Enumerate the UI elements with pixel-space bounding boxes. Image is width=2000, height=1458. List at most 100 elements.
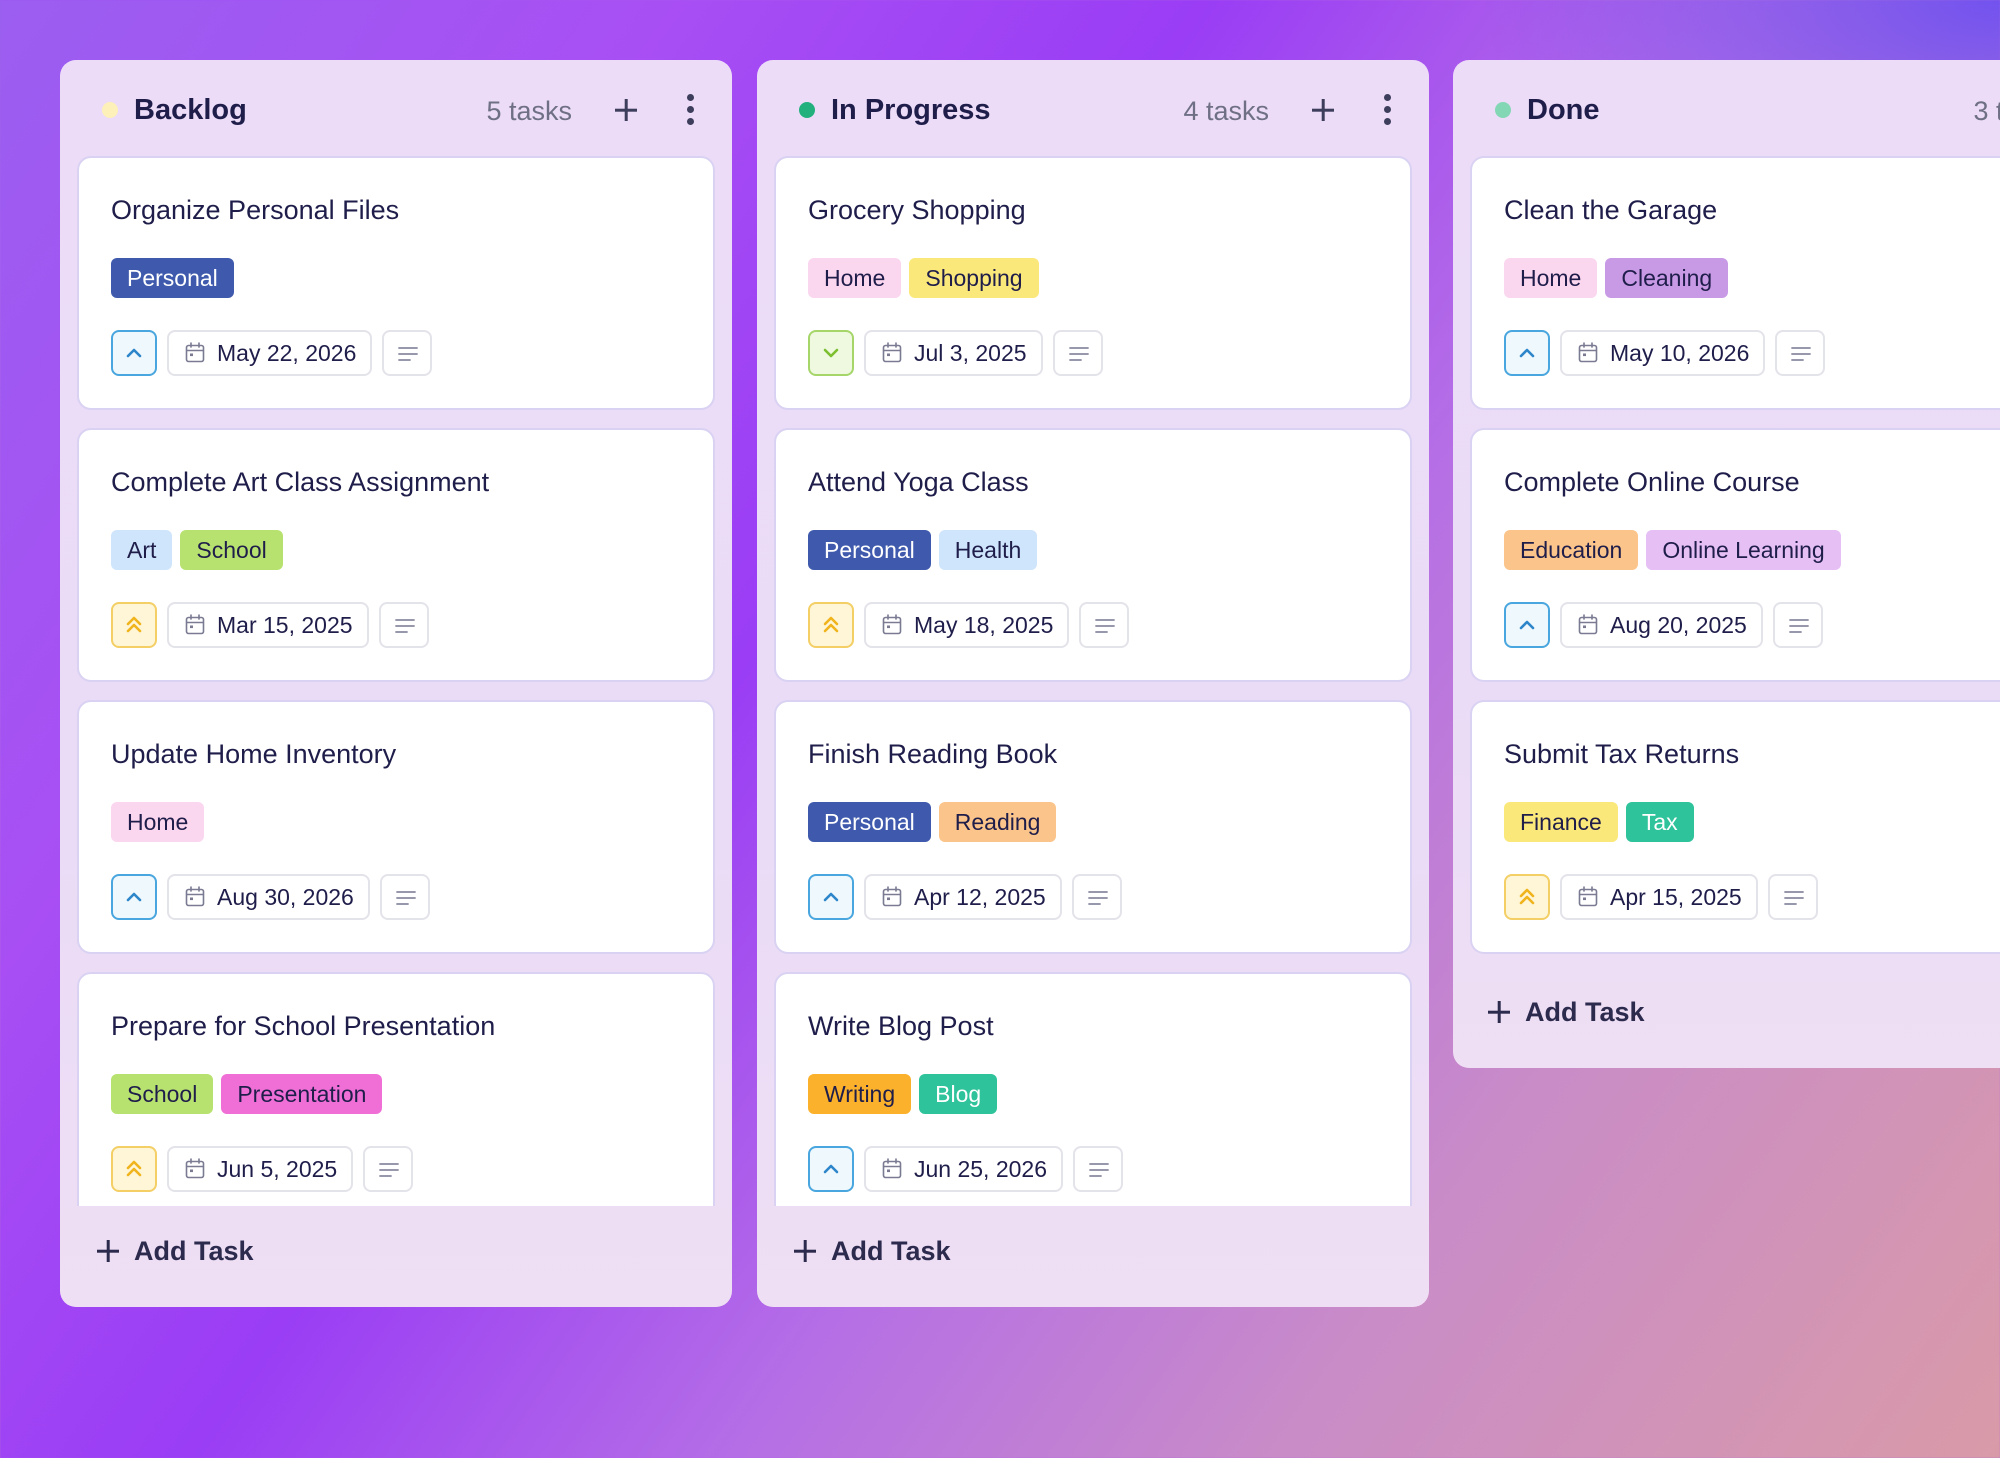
tag-list: Education Online Learning (1504, 530, 1841, 570)
status-dot (102, 102, 118, 118)
tag-list: Home Shopping (808, 258, 1039, 298)
add-card-icon-button[interactable] (606, 88, 646, 132)
description-icon[interactable] (382, 330, 433, 376)
tag-badge[interactable]: Presentation (221, 1074, 383, 1114)
task-card[interactable]: Attend Yoga Class Personal Health May 18, 2… (774, 428, 1412, 682)
tag-badge[interactable]: Home (808, 258, 902, 298)
due-date-button[interactable]: Jun 25, 2026 (864, 1146, 1064, 1192)
tag-badge[interactable]: School (180, 530, 283, 570)
status-dot (799, 102, 815, 118)
double-chevron-up-icon[interactable] (111, 602, 157, 648)
chevron-up-icon[interactable] (111, 874, 157, 920)
tag-badge[interactable]: Tax (1625, 802, 1694, 842)
more-options-icon[interactable] (678, 88, 702, 132)
chevron-up-icon[interactable] (1504, 602, 1550, 648)
add-task-button[interactable]: Add Task (1487, 987, 1645, 1037)
tag-badge[interactable]: Personal (111, 258, 234, 298)
tag-list: School Presentation (111, 1074, 383, 1114)
due-date-button[interactable]: May 10, 2026 (1560, 330, 1766, 376)
task-card[interactable]: Complete Online Course Education Online Le… (1470, 428, 2000, 682)
due-date-button[interactable]: Jun 5, 2025 (167, 1146, 354, 1192)
due-date-button[interactable]: Jul 3, 2025 (864, 330, 1043, 376)
description-icon[interactable] (379, 874, 430, 920)
tag-list: Home (111, 802, 205, 842)
task-card[interactable]: Submit Tax Returns Finance Tax Apr 15, 2025 (1470, 700, 2000, 954)
card-list[interactable]: Clean the Garage Home Cleaning May 10, 2026… (1470, 156, 2000, 956)
task-card[interactable]: Update Home Inventory Home Aug 30, 2026 (77, 700, 715, 954)
task-title: Clean the Garage (1504, 195, 1718, 225)
description-icon[interactable] (363, 1146, 414, 1192)
column-header: Backlog 5 tasks (60, 60, 732, 156)
add-task-label: Add Task (1525, 996, 1645, 1027)
description-icon[interactable] (1073, 1146, 1124, 1192)
task-card[interactable]: Finish Reading Book Personal Reading Apr 12… (774, 700, 1412, 954)
tag-list: Art School (111, 530, 283, 570)
tag-badge[interactable]: Shopping (909, 258, 1039, 298)
tag-list: Personal (111, 258, 234, 298)
due-date-button[interactable]: Mar 15, 2025 (167, 602, 369, 648)
add-task-button[interactable]: Add Task (96, 1226, 254, 1276)
calendar-icon (1578, 614, 1598, 636)
calendar-icon (882, 614, 902, 636)
tag-badge[interactable]: Personal (808, 802, 931, 842)
task-count: 4 tasks (1183, 96, 1269, 126)
card-meta: May 18, 2025 (808, 602, 1130, 648)
double-chevron-up-icon[interactable] (111, 1146, 157, 1192)
description-icon[interactable] (1772, 602, 1823, 648)
description-icon[interactable] (1071, 874, 1122, 920)
plus-icon (793, 1239, 817, 1263)
column-title: Backlog (134, 94, 247, 126)
add-task-button[interactable]: Add Task (793, 1226, 951, 1276)
double-chevron-up-icon[interactable] (808, 602, 854, 648)
tag-badge[interactable]: Cleaning (1605, 258, 1729, 298)
due-date: Mar 15, 2025 (217, 611, 353, 638)
due-date: May 22, 2026 (217, 339, 357, 366)
task-card[interactable]: Complete Art Class Assignment Art School Ma… (77, 428, 715, 682)
tag-badge[interactable]: Online Learning (1646, 530, 1841, 570)
tag-badge[interactable]: Writing (808, 1074, 912, 1114)
due-date-button[interactable]: May 22, 2026 (167, 330, 373, 376)
tag-badge[interactable]: Finance (1504, 802, 1618, 842)
chevron-up-icon[interactable] (808, 1146, 854, 1192)
due-date-button[interactable]: May 18, 2025 (864, 602, 1070, 648)
card-list[interactable]: Organize Personal Files Personal May 22, 2… (77, 156, 715, 1206)
tag-badge[interactable]: Personal (808, 530, 931, 570)
due-date-button[interactable]: Apr 15, 2025 (1560, 874, 1758, 920)
task-card[interactable]: Write Blog Post Writing Blog Jun 25, 2026 (774, 972, 1412, 1206)
chevron-down-icon[interactable] (808, 330, 854, 376)
tag-badge[interactable]: Home (1504, 258, 1598, 298)
description-icon[interactable] (1775, 330, 1826, 376)
due-date-button[interactable]: Apr 12, 2025 (864, 874, 1062, 920)
calendar-icon (185, 1158, 205, 1180)
tag-badge[interactable]: Art (111, 530, 173, 570)
due-date-button[interactable]: Aug 30, 2026 (167, 874, 370, 920)
chevron-up-icon[interactable] (111, 330, 157, 376)
task-title: Complete Online Course (1504, 467, 1800, 497)
chevron-up-icon[interactable] (1504, 330, 1550, 376)
task-title: Complete Art Class Assignment (111, 467, 490, 497)
more-options-icon[interactable] (1375, 88, 1399, 132)
tag-badge[interactable]: Home (111, 802, 205, 842)
task-card[interactable]: Organize Personal Files Personal May 22, 2… (77, 156, 715, 410)
due-date: Aug 30, 2026 (217, 883, 354, 910)
tag-badge[interactable]: School (111, 1074, 214, 1114)
task-card[interactable]: Grocery Shopping Home Shopping Jul 3, 2025 (774, 156, 1412, 410)
due-date-button[interactable]: Aug 20, 2025 (1560, 602, 1763, 648)
task-card[interactable]: Prepare for School Presentation School Pre… (77, 972, 715, 1206)
column-header: In Progress 4 tasks (757, 60, 1429, 156)
tag-badge[interactable]: Health (938, 530, 1038, 570)
double-chevron-up-icon[interactable] (1504, 874, 1550, 920)
card-list[interactable]: Grocery Shopping Home Shopping Jul 3, 2025 A… (774, 156, 1412, 1206)
description-icon[interactable] (378, 602, 429, 648)
description-icon[interactable] (1079, 602, 1130, 648)
chevron-up-icon[interactable] (808, 874, 854, 920)
add-card-icon-button[interactable] (1303, 88, 1343, 132)
add-task-label: Add Task (134, 1235, 254, 1266)
description-icon[interactable] (1767, 874, 1818, 920)
column-done: Done 3 tasks Clean the Garage HomeCleanin… (1453, 60, 2000, 1068)
tag-badge[interactable]: Reading (938, 802, 1057, 842)
tag-badge[interactable]: Education (1504, 530, 1639, 570)
task-card[interactable]: Clean the Garage Home Cleaning May 10, 2026 (1470, 156, 2000, 410)
description-icon[interactable] (1052, 330, 1103, 376)
tag-badge[interactable]: Blog (919, 1074, 998, 1114)
